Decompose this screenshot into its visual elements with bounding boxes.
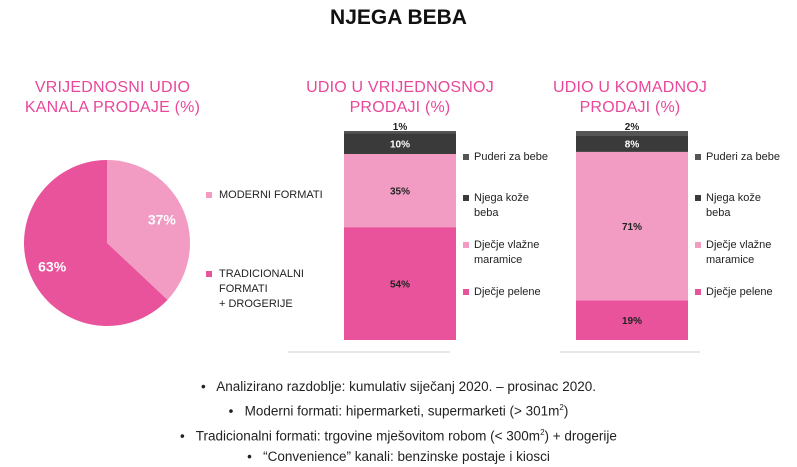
pie-title-line2: KANALA PRODAJE (%) (24, 99, 201, 116)
pie-legend-item-traditional: TRADICIONALNI FORMATI + DROGERIJE (200, 267, 330, 312)
pie-legend-label-modern: MODERNI FORMATI (219, 189, 323, 201)
bar2-legend-swatch-pelene (695, 289, 701, 295)
footnote-3-text: Tradicionalni formati: trgovine mješovit… (195, 428, 541, 443)
bar1-label-puderi: 1% (393, 122, 408, 133)
bar1-segment-puderi (344, 131, 456, 134)
pie-slice-traditional (23, 160, 168, 326)
footnote-2-text-end: ) (563, 403, 569, 419)
bar2-legend-swatch-puderi (695, 154, 701, 160)
bar1-legend-label-maramice-line2: maramice (474, 254, 523, 266)
bar1-segment-maramice (344, 153, 456, 228)
bar1-segment-njega (344, 133, 456, 154)
bar2-chart-title: UDIO U KOMADNOJ PRODAJI (%) (520, 78, 740, 118)
bar2-label-puderi: 2% (625, 122, 640, 133)
pie-legend-label-traditional-line2: FORMATI (219, 283, 268, 295)
footnote-bullet: • (247, 449, 252, 464)
bar1-title-line2: PRODAJI (%) (349, 99, 451, 116)
footnotes: • Analizirano razdoblje: kumulativ siječ… (0, 376, 797, 467)
bar2-segment-maramice (576, 151, 688, 301)
footnote-4-text: “Convenience” kanali: benzinske postaje … (263, 449, 550, 464)
bar1-legend-label-pelene-line1: Dječje pelene (474, 286, 541, 298)
bar2-legend-label-maramice-line2: maramice (706, 254, 755, 266)
bar2-legend-item-pelene: Dječje pelene (692, 285, 797, 300)
bar1-legend-item-pelene: Dječje pelene (460, 285, 565, 300)
bar1-label-njega: 10% (390, 140, 410, 151)
bar2-title-line2: PRODAJI (%) (579, 99, 681, 116)
stacked-bar-charts: 54% 35% 10% 1% 19% 71% 8% 2% (288, 122, 700, 353)
bar1-legend-swatch-pelene (463, 289, 469, 295)
pie-title-line1: VRIJEDNOSNI UDIO (34, 79, 191, 96)
bar2-label-pelene: 19% (622, 316, 642, 327)
bar1-title-line1: UDIO U VRIJEDNOSNOJ (306, 79, 494, 96)
bar2-label-maramice: 71% (622, 222, 642, 233)
footnote-2: • Moderni formati: hipermarketi, superma… (0, 397, 797, 422)
bar2-legend-label-puderi-line1: Puderi za bebe (706, 151, 780, 163)
bar1-chart-title: UDIO U VRIJEDNOSNOJ PRODAJI (%) (280, 78, 520, 118)
bar1-legend-swatch-puderi (463, 154, 469, 160)
bar1-legend-label-njega-line1: Njega kože (474, 192, 530, 204)
footnote-3: • Tradicionalni formati: trgovine mješov… (0, 422, 797, 447)
bar2-legend-swatch-njega (695, 195, 701, 201)
bar2-legend-item-puderi: Puderi za bebe (692, 150, 797, 165)
footnote-2-superscript: 2 (559, 403, 564, 412)
pie-slice-modern (107, 160, 190, 300)
pie-value-label-traditional: 63% (38, 259, 67, 275)
pie-chart-title: VRIJEDNOSNI UDIO KANALA PRODAJE (%) (0, 78, 225, 118)
bar1-legend-item-puderi: Puderi za bebe (460, 150, 565, 165)
bar1-legend-label-maramice-line1: Dječje vlažne (474, 239, 540, 251)
bar2-segment-njega (576, 135, 688, 152)
footnote-bullet: • (201, 379, 206, 394)
bar2-legend-label-maramice-line1: Dječje vlažne (706, 239, 772, 251)
bar2-segment-pelene (576, 300, 688, 340)
footnote-4: • “Convenience” kanali: benzinske postaj… (0, 446, 797, 467)
page-title: NJEGA BEBA (330, 6, 467, 29)
footnote-1-text: Analizirano razdoblje: kumulativ siječan… (216, 379, 596, 394)
bar1-legend-swatch-njega (463, 195, 469, 201)
bar2-legend-label-njega-line2: beba (706, 207, 731, 219)
bar2-legend-label-njega-line1: Njega kože (706, 192, 762, 204)
bar2-title-line1: UDIO U KOMADNOJ (552, 79, 708, 96)
bar1-legend-swatch-maramice (463, 242, 469, 248)
footnote-3-superscript: 2 (540, 427, 545, 437)
bar1-label-pelene: 54% (390, 280, 410, 291)
bar1-label-maramice: 35% (390, 187, 410, 198)
pie-value-label-modern: 37% (148, 211, 177, 227)
bar1-legend-label-njega-line2: beba (474, 207, 499, 219)
bar2-legend-item-maramice: Dječje vlažne maramice (692, 238, 797, 268)
pie-legend-label-traditional-line1: TRADICIONALNI (219, 268, 304, 280)
bar2-legend-swatch-maramice (695, 242, 701, 248)
footnote-1: • Analizirano razdoblje: kumulativ siječ… (0, 376, 797, 397)
bar2-segment-puderi (576, 131, 688, 136)
bar1-legend-label-puderi-line1: Puderi za bebe (474, 151, 548, 163)
bar2-label-njega: 8% (625, 140, 640, 151)
bar2-legend-label-pelene-line1: Dječje pelene (706, 286, 773, 298)
footnote-bullet: • (180, 428, 185, 443)
bar1-segment-pelene (344, 227, 456, 340)
pie-legend-swatch-traditional (206, 271, 212, 277)
pie-legend-label-traditional-line3: + DROGERIJE (219, 298, 293, 310)
footnote-2-text: Moderni formati: hipermarketi, supermark… (244, 403, 560, 419)
footnote-bullet: • (228, 403, 234, 419)
pie-legend-item-modern: MODERNI FORMATI (200, 188, 330, 203)
bar2-legend-item-njega: Njega kože beba (692, 191, 797, 221)
footnote-3-text-end: ) + drogerije (544, 428, 617, 443)
bar1-legend-item-maramice: Dječje vlažne maramice (460, 238, 565, 268)
pie-chart: 37% 63% (23, 160, 190, 326)
pie-legend-swatch-modern (206, 192, 212, 198)
bar1-legend-item-njega: Njega kože beba (460, 191, 565, 221)
